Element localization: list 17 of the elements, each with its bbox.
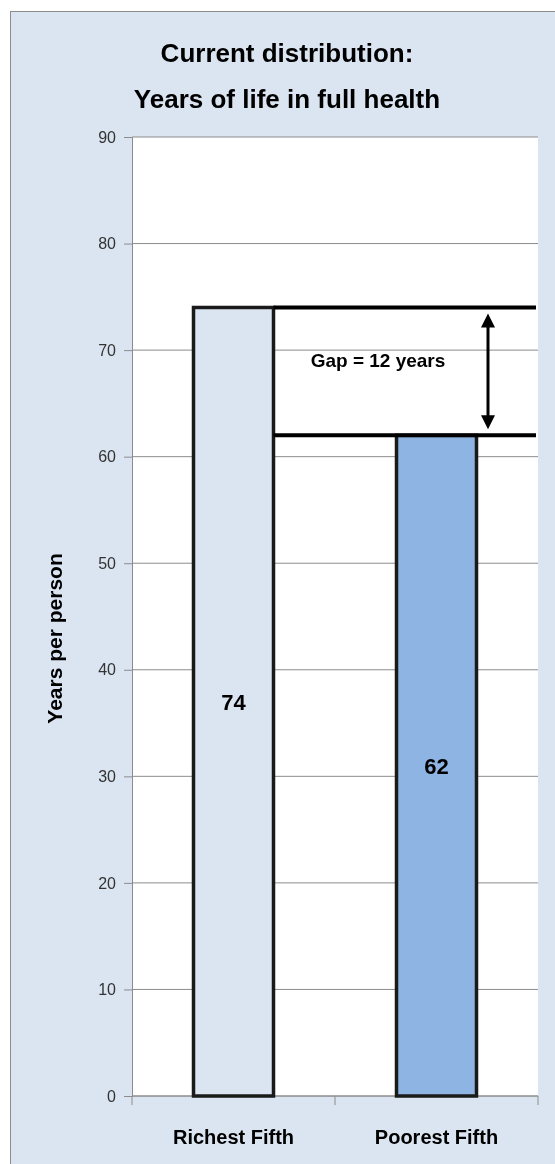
- y-tick-label: 50: [98, 554, 117, 572]
- data-label: 62: [424, 753, 449, 779]
- data-label: 74: [221, 689, 247, 715]
- y-tick-label: 0: [107, 1087, 117, 1105]
- y-tick-label: 60: [98, 448, 117, 466]
- y-tick-label: 70: [98, 341, 117, 359]
- x-tick-label: Poorest Fifth: [374, 1126, 499, 1148]
- x-tick-label: Richest Fifth: [172, 1126, 295, 1148]
- y-tick-label: 30: [98, 767, 117, 785]
- y-tick-label: 20: [98, 874, 117, 892]
- chart-title: Current distribution: Years of life in full health: [133, 38, 441, 114]
- y-tick-label: 80: [98, 235, 117, 253]
- y-tick-label: 10: [98, 981, 117, 999]
- y-axis-title: Years per person: [43, 553, 66, 724]
- annotation: Gap = 12 years: [310, 350, 446, 372]
- y-tick-label: 40: [98, 661, 117, 679]
- y-tick-label: 90: [98, 128, 117, 146]
